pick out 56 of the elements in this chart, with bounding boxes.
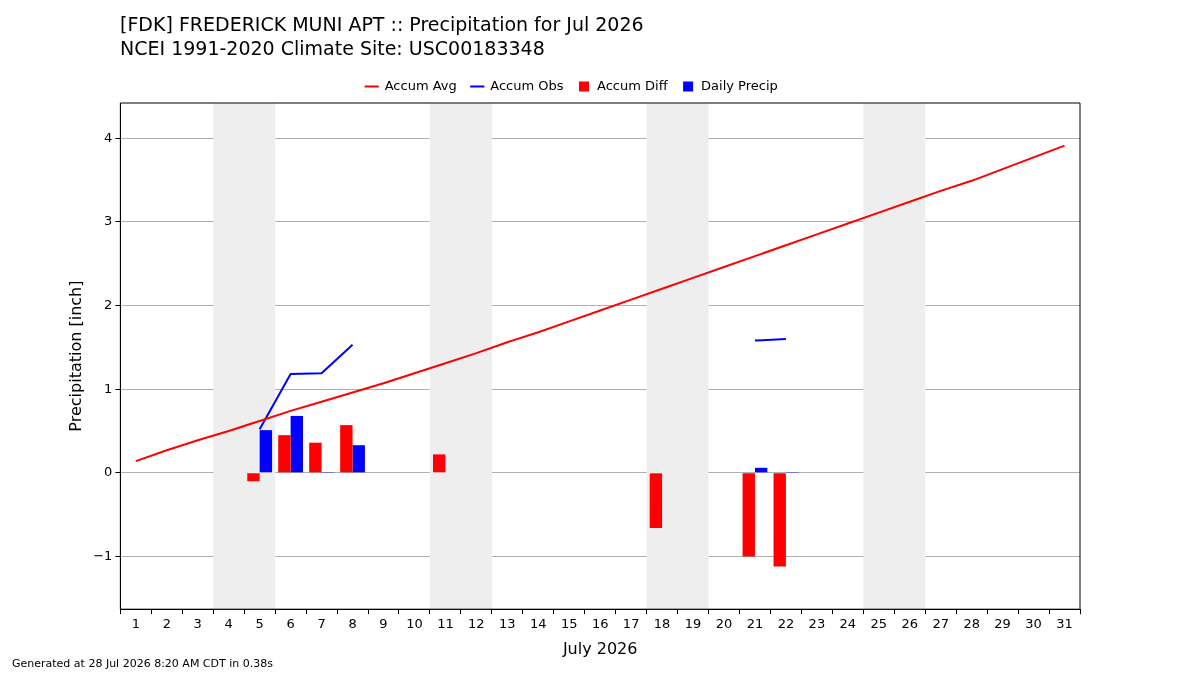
x-tick-label: 26 (901, 616, 919, 632)
x-tick-label: 8 (348, 616, 357, 632)
x-tick-label: 1 (131, 616, 140, 632)
x-tick-label: 7 (317, 616, 326, 632)
x-tick-label: 16 (591, 616, 609, 632)
x-tick-label: 9 (379, 616, 388, 632)
y-tick-label: 3 (104, 213, 113, 229)
x-tick-label: 25 (870, 616, 888, 632)
y-tick-label: −1 (93, 547, 113, 563)
y-tick-label: 4 (104, 129, 113, 145)
bar (352, 445, 365, 473)
x-tick-label: 18 (653, 616, 671, 632)
x-tick-label: 22 (777, 616, 795, 632)
x-tick-label: 3 (193, 616, 202, 632)
y-tick-label: 0 (104, 464, 113, 480)
bar (773, 473, 786, 567)
x-tick-label: 29 (994, 616, 1011, 632)
x-tick-label: 28 (963, 616, 980, 632)
bar (742, 473, 755, 557)
y-tick-label: 2 (104, 296, 113, 312)
bar (649, 473, 663, 529)
x-tick-label: 12 (468, 616, 485, 632)
x-tick-label: 10 (406, 616, 423, 632)
x-tick-label: 23 (808, 616, 826, 632)
legend-label: Accum Obs (490, 77, 564, 93)
bar (247, 473, 260, 482)
bar (340, 425, 353, 473)
bar (278, 435, 291, 473)
x-tick-label: 6 (286, 616, 295, 632)
x-tick-label: 27 (932, 616, 949, 632)
x-tick-label: 21 (746, 616, 764, 632)
bar (309, 442, 322, 473)
x-tick-label: 19 (684, 616, 702, 632)
chart-subtitle: NCEI 1991-2020 Climate Site: USC00183348 (120, 36, 546, 60)
x-tick-label: 4 (224, 616, 233, 632)
y-axis-title: Precipitation [inch] (65, 280, 85, 432)
legend-label: Accum Avg (384, 77, 457, 93)
y-tick-label: 1 (104, 380, 113, 396)
x-tick-label: 20 (715, 616, 733, 632)
x-tick-label: 31 (1056, 616, 1073, 632)
x-tick-label: 24 (839, 616, 857, 632)
bar (433, 454, 446, 473)
x-tick-label: 14 (530, 616, 547, 632)
x-tick-label: 15 (560, 616, 578, 632)
x-tick-label: 17 (622, 616, 640, 632)
legend-label: Accum Diff (597, 77, 669, 93)
x-tick-label: 13 (499, 616, 516, 632)
x-tick-label: 5 (255, 616, 264, 632)
text: Generated at 28 Jul 2026 8:20 AM CDT in 0.38s (12, 657, 273, 670)
x-tick-label: 11 (437, 616, 454, 632)
x-axis-title: July 2026 (561, 638, 638, 658)
x-tick-label: 2 (162, 616, 171, 632)
chart-title: [FDK] FREDERICK MUNI APT :: Precipitation for Jul 2026 (120, 12, 644, 36)
bar (290, 415, 303, 473)
legend-label: Daily Precip (701, 77, 778, 93)
x-tick-label: 30 (1025, 616, 1042, 632)
